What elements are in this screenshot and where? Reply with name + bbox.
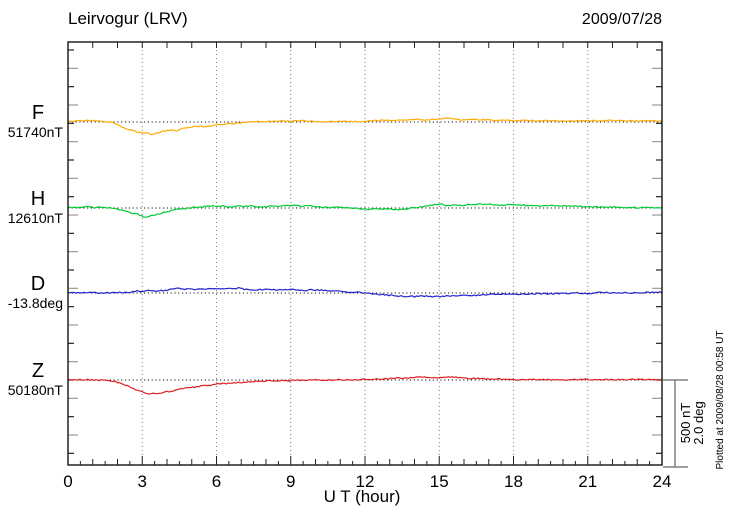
plot-frame bbox=[67, 41, 663, 466]
trace-Z bbox=[67, 376, 663, 395]
channel-baseline-value-D: -13.8deg bbox=[8, 295, 63, 311]
axis-ticks-group bbox=[67, 42, 663, 465]
traces-group bbox=[67, 117, 663, 395]
x-tick-label-0: 0 bbox=[63, 472, 72, 491]
trace-H bbox=[67, 203, 663, 218]
channel-label-Z: Z bbox=[32, 360, 44, 382]
x-tick-label-3: 3 bbox=[138, 472, 147, 491]
x-tick-label-6: 6 bbox=[212, 472, 221, 491]
plot-date: 2009/07/28 bbox=[582, 11, 662, 28]
trace-D bbox=[67, 287, 663, 298]
x-tick-label-21: 21 bbox=[578, 472, 597, 491]
station-title: Leirvogur (LRV) bbox=[68, 9, 188, 28]
channel-label-D: D bbox=[31, 273, 45, 295]
x-tick-label-15: 15 bbox=[430, 472, 449, 491]
plotted-at-note: Plotted at 2009/08/28 00:58 UT bbox=[715, 331, 726, 470]
scale-bar bbox=[663, 379, 688, 468]
channel-baseline-value-F: 51740nT bbox=[8, 124, 64, 140]
x-tick-labels-group: 0 3 6 9 12 15 18 21 24 bbox=[63, 472, 671, 491]
gridlines-group bbox=[141, 42, 589, 465]
trace-F bbox=[68, 117, 663, 136]
channel-baseline-value-H: 12610nT bbox=[8, 210, 64, 226]
x-tick-label-18: 18 bbox=[504, 472, 523, 491]
scale-label-nt: 500 nT bbox=[678, 403, 693, 444]
channel-label-H: H bbox=[31, 188, 45, 210]
scale-label-deg: 2.0 deg bbox=[691, 401, 706, 444]
x-axis-label: U T (hour) bbox=[324, 487, 401, 506]
x-tick-label-24: 24 bbox=[653, 472, 672, 491]
channel-baseline-value-Z: 50180nT bbox=[8, 382, 64, 398]
x-tick-label-9: 9 bbox=[286, 472, 295, 491]
x-tick-label-12: 12 bbox=[356, 472, 375, 491]
channel-label-F: F bbox=[32, 102, 44, 124]
